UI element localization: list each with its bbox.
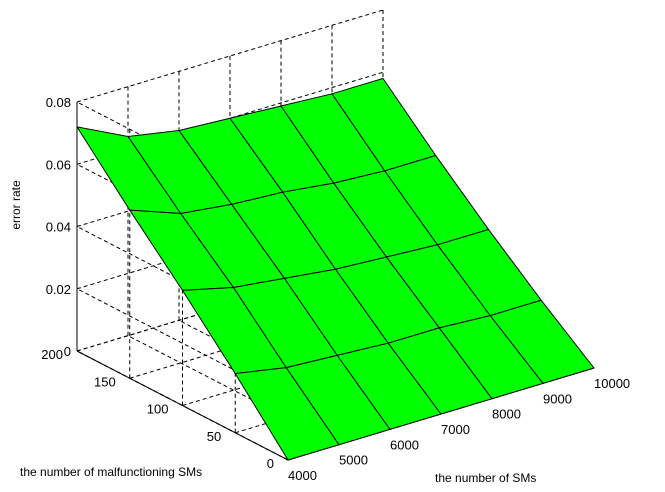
grid-line-x-floor (127, 335, 340, 446)
z-tick-label: 0 (64, 344, 71, 359)
x-tick-label: 8000 (492, 407, 521, 422)
grid-line-z-back (76, 71, 384, 165)
y-axis-line (76, 350, 289, 461)
z-tick-label: 0.08 (46, 95, 71, 110)
grid-line-z-side (76, 101, 289, 212)
z-tick-label: 0.04 (46, 220, 71, 235)
z-tick-label: 0.06 (46, 157, 71, 172)
x-tick-label: 9000 (543, 391, 572, 406)
x-tick-label: 7000 (441, 422, 470, 437)
grid-line-z-side (76, 288, 289, 399)
z-tick-label: 0.02 (46, 282, 71, 297)
surface (76, 77, 595, 461)
surface-patch (489, 299, 595, 384)
grid-line-z-back (76, 9, 384, 103)
x-tick-label: 10000 (594, 376, 630, 391)
z-axis-label: error rate (9, 180, 23, 230)
tick-labels: 0 0.02 0.04 0.06 0.08 0 50 100 150 200 4000 5000 600… (41, 95, 630, 483)
y-tick-label: 200 (41, 347, 63, 362)
y-axis-label: the number of malfunctioning SMs (20, 465, 202, 479)
x-tick-label: 5000 (339, 453, 368, 468)
x-axis-label: the number of SMs (435, 471, 536, 485)
x-tick-label: 6000 (390, 437, 419, 452)
x-tick-label: 4000 (288, 468, 317, 483)
y-tick-label: 100 (147, 402, 169, 417)
y-tick-label: 50 (207, 429, 221, 444)
y-tick-label: 0 (267, 456, 274, 471)
y-tick-label: 150 (94, 374, 116, 389)
grid-line-z-side (76, 226, 289, 336)
